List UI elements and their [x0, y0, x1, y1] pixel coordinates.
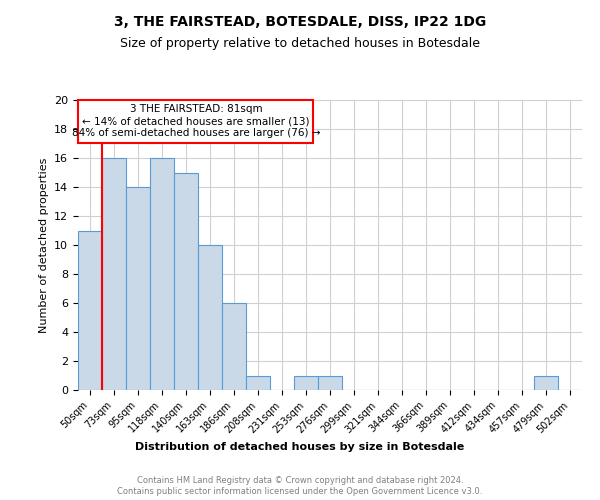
Text: Size of property relative to detached houses in Botesdale: Size of property relative to detached ho…	[120, 38, 480, 51]
Bar	[246, 376, 270, 390]
Text: Contains public sector information licensed under the Open Government Licence v3: Contains public sector information licen…	[118, 488, 482, 496]
FancyBboxPatch shape	[79, 100, 313, 143]
Bar	[294, 376, 318, 390]
Bar	[534, 376, 558, 390]
Text: 3, THE FAIRSTEAD, BOTESDALE, DISS, IP22 1DG: 3, THE FAIRSTEAD, BOTESDALE, DISS, IP22 …	[114, 15, 486, 29]
Bar	[198, 245, 222, 390]
Bar	[150, 158, 174, 390]
Text: 84% of semi-detached houses are larger (76) →: 84% of semi-detached houses are larger (…	[71, 128, 320, 138]
Bar	[222, 303, 246, 390]
Bar	[174, 172, 198, 390]
Bar	[102, 158, 126, 390]
Bar	[78, 230, 102, 390]
Text: Distribution of detached houses by size in Botesdale: Distribution of detached houses by size …	[136, 442, 464, 452]
Text: ← 14% of detached houses are smaller (13): ← 14% of detached houses are smaller (13…	[82, 116, 310, 126]
Text: 3 THE FAIRSTEAD: 81sqm: 3 THE FAIRSTEAD: 81sqm	[130, 104, 262, 115]
Bar	[126, 187, 150, 390]
Text: Contains HM Land Registry data © Crown copyright and database right 2024.: Contains HM Land Registry data © Crown c…	[137, 476, 463, 485]
Bar	[318, 376, 342, 390]
Y-axis label: Number of detached properties: Number of detached properties	[38, 158, 49, 332]
